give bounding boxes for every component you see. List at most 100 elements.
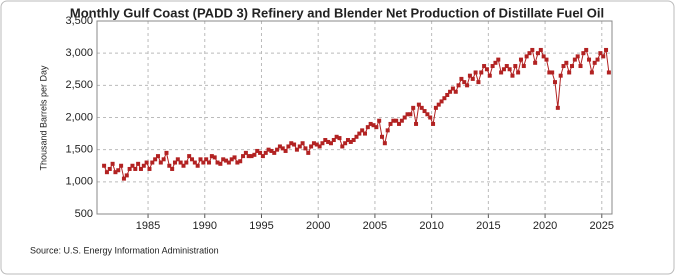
- data-point: [181, 163, 186, 168]
- data-point: [598, 51, 603, 56]
- data-point: [433, 105, 438, 110]
- data-point: [207, 160, 212, 165]
- data-point: [501, 67, 506, 72]
- data-point: [507, 67, 512, 72]
- data-point: [235, 160, 240, 165]
- y-tick-label: 2,000: [65, 111, 93, 123]
- data-point: [127, 166, 132, 171]
- data-point: [575, 54, 580, 59]
- data-point: [224, 158, 229, 163]
- data-point: [294, 147, 299, 152]
- y-tick-label: 500: [75, 208, 93, 220]
- data-point: [212, 155, 217, 160]
- data-point: [570, 64, 575, 69]
- data-point: [510, 73, 515, 78]
- data-point: [155, 154, 160, 159]
- data-point: [450, 86, 455, 91]
- data-point: [399, 118, 404, 123]
- source-note: Source: U.S. Energy Information Administ…: [30, 245, 219, 255]
- data-point: [482, 64, 487, 69]
- data-point: [292, 142, 297, 147]
- data-point: [385, 128, 390, 133]
- data-point: [487, 73, 492, 78]
- data-point: [357, 131, 362, 136]
- data-point: [456, 83, 461, 88]
- data-point: [518, 57, 523, 62]
- data-point: [513, 64, 518, 69]
- data-point: [544, 57, 549, 62]
- x-tick-label: 1995: [249, 220, 273, 232]
- data-point: [368, 121, 373, 126]
- data-point: [397, 121, 402, 126]
- x-tick-label: 2000: [306, 220, 330, 232]
- data-point: [541, 54, 546, 59]
- data-point: [360, 128, 365, 133]
- data-point: [167, 163, 172, 168]
- data-point: [595, 57, 600, 62]
- data-point: [419, 105, 424, 110]
- data-point: [195, 163, 200, 168]
- x-tick-label: 1990: [193, 220, 217, 232]
- data-point: [402, 115, 407, 120]
- data-point: [303, 146, 308, 151]
- data-point: [192, 160, 197, 165]
- data-point: [572, 57, 577, 62]
- data-point: [371, 123, 376, 128]
- data-point: [354, 134, 359, 139]
- data-point: [272, 150, 277, 155]
- data-point: [104, 170, 109, 175]
- data-point: [374, 125, 379, 130]
- data-point: [136, 161, 141, 166]
- x-tick-label: 2010: [419, 220, 443, 232]
- data-point: [300, 141, 305, 146]
- data-point: [490, 64, 495, 69]
- data-point: [340, 144, 345, 149]
- data-point: [107, 166, 112, 171]
- data-point: [561, 64, 566, 69]
- plot-area: [96, 20, 613, 215]
- data-point: [164, 150, 169, 155]
- data-point: [394, 118, 399, 123]
- data-point: [351, 138, 356, 143]
- data-point: [348, 139, 353, 144]
- data-point: [362, 131, 367, 136]
- data-point: [391, 118, 396, 123]
- data-point: [113, 170, 118, 175]
- data-point: [306, 150, 311, 155]
- data-point: [345, 138, 350, 143]
- data-point: [252, 152, 257, 157]
- data-point: [584, 47, 589, 52]
- data-point: [382, 141, 387, 146]
- data-point: [555, 105, 560, 110]
- data-point: [286, 144, 291, 149]
- data-point: [215, 160, 220, 165]
- data-point: [388, 121, 393, 126]
- data-point: [221, 157, 226, 162]
- data-point: [147, 166, 152, 171]
- data-point: [343, 141, 348, 146]
- data-point: [411, 105, 416, 110]
- data-point: [283, 148, 288, 153]
- data-point: [442, 96, 447, 101]
- data-point: [405, 112, 410, 117]
- data-point: [317, 144, 322, 149]
- data-point: [190, 157, 195, 162]
- data-point: [581, 51, 586, 56]
- data-point: [521, 64, 526, 69]
- data-point: [462, 80, 467, 85]
- data-point: [504, 64, 509, 69]
- data-point: [297, 144, 302, 149]
- data-point: [121, 176, 126, 181]
- data-point: [184, 160, 189, 165]
- data-point: [141, 163, 146, 168]
- data-point: [266, 147, 271, 152]
- data-point: [246, 154, 251, 159]
- data-point: [209, 154, 214, 159]
- data-point: [439, 99, 444, 104]
- x-tick-label: 2005: [363, 220, 387, 232]
- data-point: [243, 150, 248, 155]
- data-point: [530, 47, 535, 52]
- data-point: [473, 70, 478, 75]
- data-point: [119, 163, 124, 168]
- y-tick-label: 2,500: [65, 79, 93, 91]
